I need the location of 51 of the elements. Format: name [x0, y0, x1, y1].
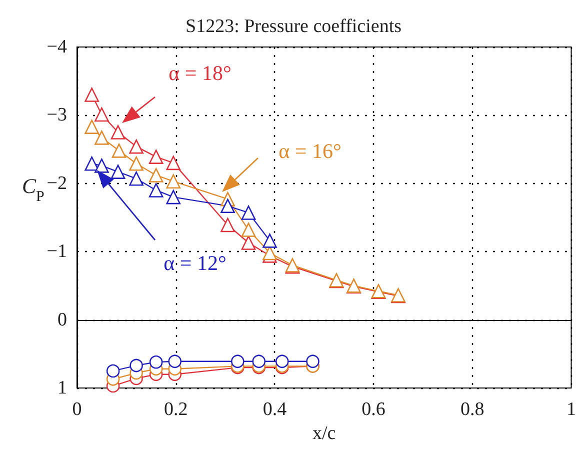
point — [220, 198, 235, 214]
point — [166, 156, 181, 170]
x-tick-label: 0.4 — [262, 399, 288, 420]
point — [148, 183, 164, 198]
point — [230, 354, 244, 368]
annotation: α = 12° — [164, 250, 226, 275]
point — [94, 130, 109, 145]
y-tick-label: 0 — [58, 309, 67, 330]
x-axis-title: x/c — [312, 423, 336, 444]
point — [262, 234, 277, 248]
annotation: α = 18° — [168, 60, 232, 85]
x-tick-label: 0.2 — [164, 399, 188, 420]
y-tick-label: −2 — [46, 172, 67, 194]
point — [148, 150, 164, 164]
point — [241, 236, 256, 250]
y-tick-label: −3 — [46, 104, 67, 126]
x-tick-label: 1 — [566, 399, 576, 420]
point — [129, 171, 144, 186]
point — [84, 88, 99, 102]
point — [84, 120, 99, 134]
point — [241, 206, 256, 220]
point — [220, 218, 235, 232]
point — [148, 168, 164, 182]
point — [275, 354, 289, 368]
x-tick-label: 0.8 — [460, 399, 484, 420]
point — [94, 107, 109, 122]
point — [252, 354, 266, 368]
point — [130, 358, 143, 372]
point — [149, 355, 163, 369]
x-tick-label: 0 — [72, 399, 82, 420]
y-tick-label: −1 — [46, 241, 67, 262]
point — [262, 246, 277, 260]
point — [306, 354, 320, 368]
point — [112, 144, 126, 158]
annotation: α = 16° — [278, 138, 342, 163]
x-tick-label: 0.6 — [362, 399, 386, 420]
point — [129, 139, 144, 154]
point — [110, 164, 126, 179]
point — [94, 158, 109, 173]
point — [110, 125, 126, 140]
point — [166, 174, 181, 189]
point — [106, 364, 120, 378]
y-axis-title: C$_{P}$ — [22, 174, 44, 205]
y-tick-label: −4 — [46, 36, 68, 58]
point — [84, 156, 99, 171]
chart-title: S1223: Pressure coefficients — [186, 16, 402, 37]
point — [166, 190, 181, 204]
point — [168, 354, 182, 368]
y-tick-label: 1 — [58, 378, 67, 398]
point — [241, 222, 256, 237]
point — [129, 156, 144, 171]
